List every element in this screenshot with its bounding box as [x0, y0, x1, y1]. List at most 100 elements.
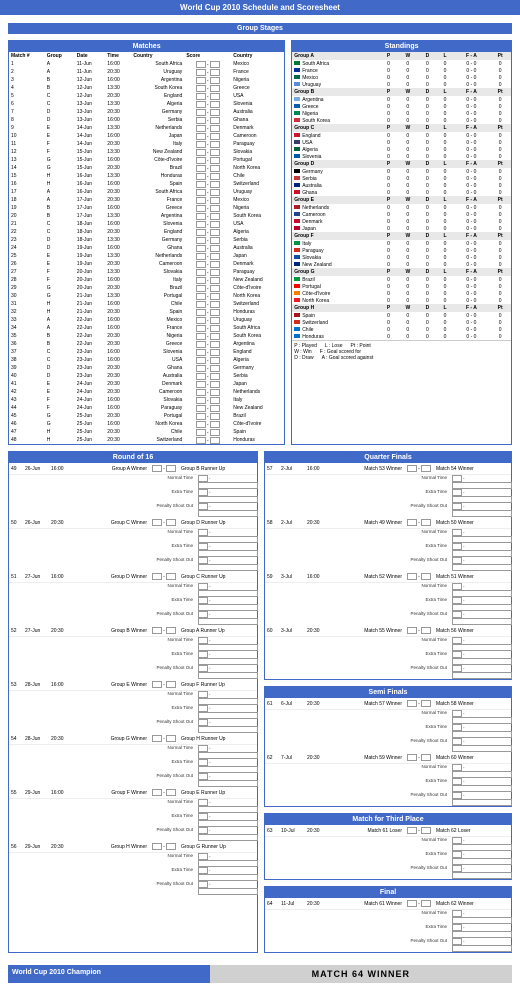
main-title: World Cup 2010 Schedule and Scoresheet: [0, 0, 520, 15]
final-header: Final: [265, 887, 511, 898]
match-row: 33A22-Jun16:00Mexico-Uruguay: [9, 316, 284, 324]
standings-header: Standings: [292, 41, 511, 52]
match-row: 18A17-Jun20:30France-Mexico: [9, 196, 284, 204]
standings-row: Switzerland00000 - 00: [292, 319, 511, 326]
final-panel: Final 6411-Jul20:30Match 61 Winner-Match…: [264, 886, 512, 953]
sf-header: Semi Finals: [265, 687, 511, 698]
match-row: 46G25-Jun16:00North Korea-Côte-d'Ivoire: [9, 420, 284, 428]
third-header: Match for Third Place: [265, 814, 511, 825]
ko-sublines: Normal Time-Extra Time-Penalty Shoot Out…: [265, 583, 511, 625]
standings-row: Japan00000 - 00: [292, 225, 511, 232]
match-row: 6C13-Jun13:30Algeria-Slovenia: [9, 100, 284, 108]
standings-row: Serbia00000 - 00: [292, 175, 511, 182]
group-table: Group DPWDLF - APtGermany00000 - 00Serbi…: [292, 160, 511, 196]
standings-row: Uruguay00000 - 00: [292, 81, 511, 88]
ko-match: 5328-Jun16:00Group E Winner-Group F Runn…: [9, 679, 257, 691]
ko-match: 603-Jul20:30Match 55 Winner-Match 56 Win…: [265, 625, 511, 637]
standings-row: Denmark00000 - 00: [292, 218, 511, 225]
r16-panel: Round of 16 4926-Jun16:00Group A Winner-…: [8, 451, 258, 953]
match-row: 3B12-Jun16:00Argentina-Nigeria: [9, 76, 284, 84]
group-table: Group APWDLF - APtSouth Africa00000 - 00…: [292, 52, 511, 88]
match-row: 29G20-Jun20:30Brazil-Côte-d'Ivoire: [9, 284, 284, 292]
match-row: 11F14-Jun20:30Italy-Paraguay: [9, 140, 284, 148]
match-row: 31H21-Jun16:00Chile-Switzerland: [9, 300, 284, 308]
match-col-header: Score: [184, 52, 231, 60]
standings-row: Algeria00000 - 00: [292, 146, 511, 153]
ko-sublines: Normal Time-Extra Time-Penalty Shoot Out…: [265, 529, 511, 571]
standings-row: England00000 - 00: [292, 132, 511, 139]
match-row: 48H25-Jun20:30Switzerland-Honduras: [9, 436, 284, 444]
group-table: Group EPWDLF - APtNetherlands00000 - 00C…: [292, 196, 511, 232]
match-row: 40D23-Jun20:30Australia-Serbia: [9, 372, 284, 380]
match-row: 4B12-Jun13:30South Korea-Greece: [9, 84, 284, 92]
match-row: 8D13-Jun16:00Serbia-Ghana: [9, 116, 284, 124]
match-row: 39D23-Jun20:30Ghana-Germany: [9, 364, 284, 372]
match-row: 43F24-Jun16:00Slovakia-Italy: [9, 396, 284, 404]
ko-sublines: Normal Time-Extra Time-Penalty Shoot Out…: [9, 475, 257, 517]
winner-label: MATCH 64 WINNER: [210, 965, 512, 983]
third-place-panel: Match for Third Place 6310-Jul20:30Match…: [264, 813, 512, 880]
ko-sublines: Normal Time-Extra Time-Penalty Shoot Out…: [9, 691, 257, 733]
match-row: 35B22-Jun20:30Nigeria-South Korea: [9, 332, 284, 340]
match-row: 10E14-Jun16:00Japan-Cameroon: [9, 132, 284, 140]
standings-row: Italy00000 - 00: [292, 240, 511, 247]
match-row: 7D13-Jun20:30Germany-Australia: [9, 108, 284, 116]
match-col-header: Country: [231, 52, 284, 60]
match-col-header: Match #: [9, 52, 45, 60]
ko-match: 5127-Jun16:00Group D Winner-Group C Runn…: [9, 571, 257, 583]
match-row: 38C23-Jun16:00USA-Algeria: [9, 356, 284, 364]
match-row: 27F20-Jun13:30Slovakia-Paraguay: [9, 268, 284, 276]
match-row: 2A11-Jun20:30Uruguay-France: [9, 68, 284, 76]
match-row: 21C18-Jun16:00Slovenia-USA: [9, 220, 284, 228]
match-row: 30G21-Jun13:30Portugal-North Korea: [9, 292, 284, 300]
match-row: 28F20-Jun16:00Italy-New Zealand: [9, 276, 284, 284]
group-table: Group GPWDLF - APtBrazil00000 - 00Portug…: [292, 268, 511, 304]
standings-row: New Zealand00000 - 00: [292, 261, 511, 268]
match-row: 15H16-Jun13:30Honduras-Chile: [9, 172, 284, 180]
r16-header: Round of 16: [9, 452, 257, 463]
match-row: 44F24-Jun16:00Paraguay-New Zealand: [9, 404, 284, 412]
ko-match: 6411-Jul20:30Match 61 Winner-Match 62 Wi…: [265, 898, 511, 910]
ko-match: 582-Jul20:30Match 49 Winner-Match 50 Win…: [265, 517, 511, 529]
standings-row: Argentina00000 - 00: [292, 96, 511, 103]
ko-match: 616-Jul20:30Match 57 Winner-Match 58 Win…: [265, 698, 511, 710]
ko-sublines: Normal Time-Extra Time-Penalty Shoot Out…: [265, 475, 511, 517]
standings-row: South Korea00000 - 00: [292, 117, 511, 124]
standings-row: Chile00000 - 00: [292, 326, 511, 333]
match-row: 45G25-Jun20:30Portugal-Brazil: [9, 412, 284, 420]
standings-row: Spain00000 - 00: [292, 312, 511, 319]
ko-match: 4926-Jun16:00Group A Winner-Group B Runn…: [9, 463, 257, 475]
ko-sublines: Normal Time-Extra Time-Penalty Shoot Out…: [9, 583, 257, 625]
match-row: 23D18-Jun13:30Germany-Serbia: [9, 236, 284, 244]
qf-panel: Quarter Finals 572-Jul16:00Match 53 Winn…: [264, 451, 512, 680]
ko-sublines: Normal Time-Extra Time-Penalty Shoot Out…: [9, 853, 257, 895]
match-row: 36B22-Jun20:30Greece-Argentina: [9, 340, 284, 348]
ko-match: 627-Jul20:30Match 59 Winner-Match 60 Win…: [265, 752, 511, 764]
ko-match: 6310-Jul20:30Match 61 Loser-Match 62 Los…: [265, 825, 511, 837]
match-row: 1A11-Jun16:00South Africa-Mexico: [9, 60, 284, 68]
match-row: 41E24-Jun20:30Denmark-Japan: [9, 380, 284, 388]
match-row: 47H25-Jun20:30Chile-Spain: [9, 428, 284, 436]
match-row: 34A22-Jun16:00France-South Africa: [9, 324, 284, 332]
match-col-header: Time: [105, 52, 131, 60]
match-row: 13G15-Jun16:00Côte-d'Ivoire-Portugal: [9, 156, 284, 164]
standings-row: Germany00000 - 00: [292, 168, 511, 175]
group-table: Group HPWDLF - APtSpain00000 - 00Switzer…: [292, 304, 511, 340]
group-table: Group CPWDLF - APtEngland00000 - 00USA00…: [292, 124, 511, 160]
ko-sublines: Normal Time-Extra Time-Penalty Shoot Out…: [265, 837, 511, 879]
standings-row: Netherlands00000 - 00: [292, 204, 511, 211]
ko-match: 5529-Jun16:00Group F Winner-Group E Runn…: [9, 787, 257, 799]
standings-row: Paraguay00000 - 00: [292, 247, 511, 254]
match-row: 26E19-Jun20:30Cameroon-Denmark: [9, 260, 284, 268]
match-col-header: Country: [131, 52, 184, 60]
group-table: Group FPWDLF - APtItaly00000 - 00Paragua…: [292, 232, 511, 268]
standings-row: South Africa00000 - 00: [292, 60, 511, 67]
champion-label: World Cup 2010 Champion: [8, 965, 210, 983]
ko-match: 5227-Jun20:30Group B Winner-Group A Runn…: [9, 625, 257, 637]
matches-table: Match #GroupDateTimeCountryScoreCountry …: [9, 52, 284, 444]
ko-sublines: Normal Time-Extra Time-Penalty Shoot Out…: [9, 637, 257, 679]
match-row: 37C23-Jun16:00Slovenia-England: [9, 348, 284, 356]
standings-row: Ghana00000 - 00: [292, 189, 511, 196]
standings-row: Greece00000 - 00: [292, 103, 511, 110]
sf-panel: Semi Finals 616-Jul20:30Match 57 Winner-…: [264, 686, 512, 807]
